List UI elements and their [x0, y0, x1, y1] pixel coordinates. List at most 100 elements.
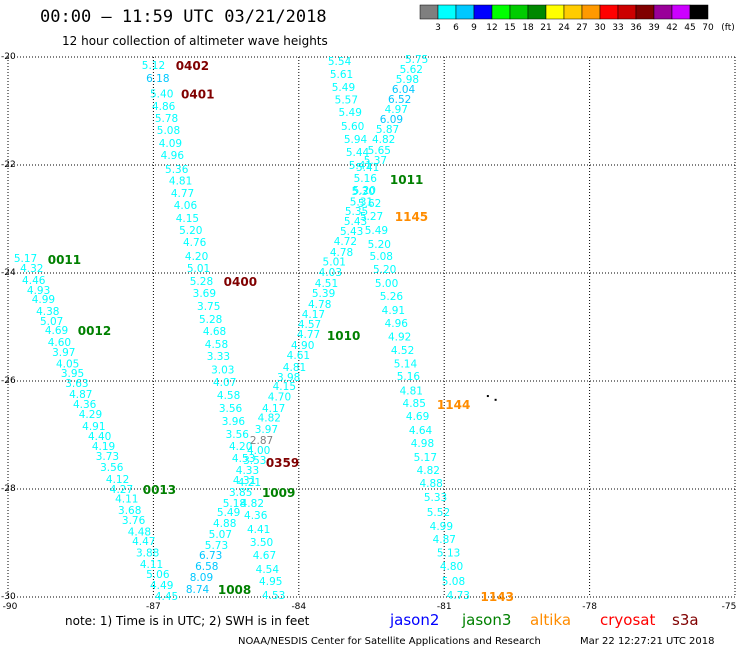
- legend-swatch: [672, 5, 690, 19]
- wave-height-label: 4.61: [287, 350, 310, 362]
- legend-swatch: [456, 5, 474, 19]
- legend-swatch: [690, 5, 708, 19]
- satellite-legend-cryosat: cryosat: [600, 611, 655, 629]
- wave-height-label: 4.85: [403, 398, 426, 410]
- wave-height-label: 5.39: [312, 288, 335, 300]
- observation-dot: [495, 399, 497, 401]
- wave-height-label: 4.81: [283, 362, 306, 374]
- page-subtitle: 12 hour collection of altimeter wave hei…: [62, 34, 328, 48]
- legend-swatch: [582, 5, 600, 19]
- wave-height-label: 5.17: [414, 452, 437, 464]
- wave-height-label: 5.49: [332, 82, 355, 94]
- wave-height-label: 4.53: [262, 590, 285, 602]
- legend-swatch: [528, 5, 546, 19]
- legend-unit: (ft): [721, 23, 735, 33]
- wave-height-label: 4.99: [430, 521, 453, 533]
- longitude-tick-label: -84: [291, 602, 306, 612]
- wave-height-label: 5.94: [344, 134, 368, 146]
- wave-height-label: 5.44: [346, 147, 370, 159]
- legend-label: 6: [453, 23, 459, 33]
- wave-height-label: 4.17: [262, 403, 285, 415]
- wave-height-label: 4.88: [213, 518, 236, 530]
- longitude-tick-label: -87: [146, 602, 161, 612]
- wave-height-label: 4.80: [440, 561, 463, 573]
- wave-height-label: 8.74: [186, 584, 210, 596]
- wave-height-label: 5.16: [354, 173, 378, 185]
- wave-height-label: 4.76: [183, 237, 207, 249]
- wave-height-label: 5.08: [442, 576, 465, 588]
- legend-label: 45: [684, 23, 695, 33]
- wave-height-label: 4.58: [205, 339, 228, 351]
- wave-height-label: 3.33: [207, 351, 230, 363]
- satellite-legend-altika: altika: [530, 611, 571, 629]
- wave-height-label: 4.00: [247, 445, 270, 457]
- wave-height-label: 4.86: [152, 101, 176, 113]
- wave-height-label: 5.07: [209, 529, 232, 541]
- wave-height-label: 4.90: [291, 340, 314, 352]
- wave-height-label: 6.58: [195, 561, 218, 573]
- wave-height-label: 4.92: [388, 331, 411, 343]
- satellite-legend-jason3: jason3: [461, 611, 511, 629]
- satellite-tracks: 5.126.185.404.865.785.084.094.965.364.81…: [14, 54, 514, 604]
- pass-time-label: 1008: [218, 583, 251, 597]
- wave-height-label: 5.52: [427, 507, 450, 519]
- legend-label: 18: [522, 23, 534, 33]
- legend-swatch: [438, 5, 456, 19]
- wave-height-label: 5.28: [199, 314, 222, 326]
- wave-height-label: 3.50: [250, 537, 273, 549]
- pass-time-label: 1143: [481, 590, 514, 604]
- pass-time-label: 1011: [390, 173, 423, 187]
- wave-height-label: 3.56: [226, 429, 250, 441]
- legend-label: 30: [594, 23, 606, 33]
- wave-height-label: 4.29: [79, 409, 102, 421]
- footer-credit: NOAA/NESDIS Center for Satellite Applica…: [238, 636, 541, 647]
- pass-time-label: 1009: [262, 486, 295, 500]
- wave-height-label: 4.73: [447, 590, 470, 602]
- wave-height-label: 5.54: [328, 56, 352, 68]
- wave-height-label: 4.52: [391, 345, 414, 357]
- legend-label: 15: [504, 23, 515, 33]
- longitude-tick-label: -75: [722, 602, 737, 612]
- wave-height-label: 3.85: [229, 487, 252, 499]
- wave-height-label: 4.06: [174, 200, 198, 212]
- wave-height-label: 5.00: [375, 278, 398, 290]
- wave-height-label: 5.20: [368, 239, 391, 251]
- wave-height-label: 5.18: [223, 498, 246, 510]
- wave-height-label: 4.07: [213, 377, 236, 389]
- wave-height-label: 4.95: [259, 576, 282, 588]
- wave-height-label: 5.16: [397, 371, 421, 383]
- wave-height-label: 4.88: [419, 478, 442, 490]
- wave-height-label: 4.81: [400, 385, 423, 397]
- wave-height-label: 5.26: [380, 291, 404, 303]
- legend-swatch: [492, 5, 510, 19]
- wave-height-label: 3.03: [211, 365, 234, 377]
- wave-height-label: 4.70: [268, 392, 291, 404]
- legend-swatch: [618, 5, 636, 19]
- wave-height-label: 3.76: [122, 515, 146, 527]
- wave-height-label: 5.28: [190, 276, 213, 288]
- legend-swatch: [636, 5, 654, 19]
- legend-swatch: [546, 5, 564, 19]
- wave-height-label: 5.01: [187, 263, 210, 275]
- wave-height-label: 3.56: [100, 462, 124, 474]
- longitude-tick-label: -78: [582, 602, 597, 612]
- pass-time-label: 1144: [437, 398, 470, 412]
- wave-height-label: 3.96: [222, 416, 246, 428]
- wave-height-label: 5.36: [165, 164, 189, 176]
- wave-height-label: 5.78: [155, 113, 178, 125]
- wave-height-label: 5.57: [335, 95, 358, 107]
- satellite-legend-s3a: s3a: [672, 611, 699, 629]
- pass-time-label: 0400: [224, 275, 257, 289]
- wave-height-label: 4.17: [302, 309, 325, 321]
- wave-height-label: 5.62: [358, 198, 381, 210]
- wave-height-label: 3.97: [255, 424, 278, 436]
- wave-height-label: 4.36: [244, 510, 268, 522]
- wave-height-label: 5.33: [424, 492, 447, 504]
- wave-height-label: 5.41: [349, 160, 372, 172]
- wave-height-label: 3.69: [193, 288, 216, 300]
- legend-label: 70: [702, 23, 714, 33]
- wave-height-label: 5.14: [394, 358, 418, 370]
- wave-height-label: 5.98: [396, 74, 419, 86]
- wave-height-label: 4.45: [155, 591, 178, 603]
- legend-swatch: [420, 5, 438, 19]
